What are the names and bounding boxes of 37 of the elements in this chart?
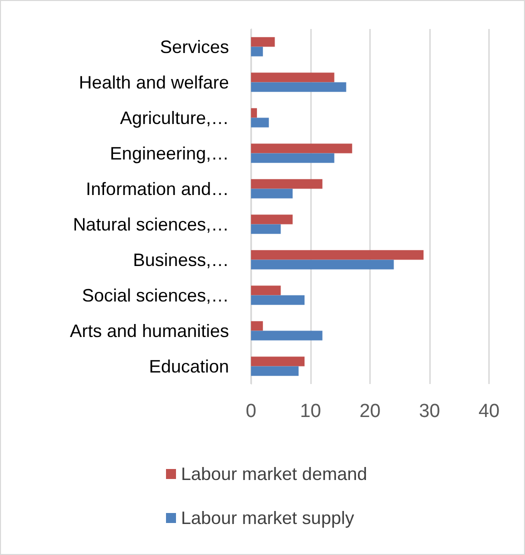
- bar: [251, 286, 281, 296]
- y-tick-label: Information and…: [86, 178, 229, 199]
- bar: [251, 46, 263, 56]
- y-tick-label: Agriculture,…: [120, 108, 229, 128]
- x-tick-label: 30: [418, 401, 440, 422]
- x-tick-label: 0: [246, 401, 256, 422]
- y-tick-label: Education: [148, 356, 229, 376]
- legend-label: Labour market demand: [181, 464, 368, 484]
- bar: [251, 118, 269, 128]
- bar: [251, 295, 305, 305]
- y-tick-label: Natural sciences,…: [72, 214, 229, 234]
- x-tick-label: 20: [359, 401, 381, 422]
- y-tick-label: Services: [160, 36, 229, 57]
- y-tick-label: Arts and humanities: [70, 320, 229, 341]
- bar: [251, 250, 424, 260]
- bar: [251, 224, 281, 234]
- bar: [251, 330, 322, 340]
- legend-label: Labour market supply: [181, 508, 354, 528]
- y-tick-label: Engineering,…: [110, 143, 229, 164]
- y-tick-label: Business,…: [132, 250, 229, 270]
- bar: [251, 82, 346, 92]
- x-tick-label: 40: [478, 401, 500, 422]
- bar: [251, 356, 305, 366]
- bar: [251, 37, 275, 47]
- bar: [251, 321, 263, 331]
- y-tick-label: Social sciences,…: [82, 285, 229, 306]
- bar: [251, 214, 293, 224]
- bar: [251, 366, 299, 376]
- bar: [251, 153, 334, 163]
- bar: [251, 108, 257, 118]
- y-tick-label: Health and welfare: [78, 72, 229, 92]
- bar: [251, 72, 334, 82]
- x-tick-label: 10: [300, 401, 322, 422]
- bar: [251, 179, 322, 189]
- bar: [251, 144, 352, 154]
- bar: [251, 188, 293, 198]
- bar: [251, 260, 394, 270]
